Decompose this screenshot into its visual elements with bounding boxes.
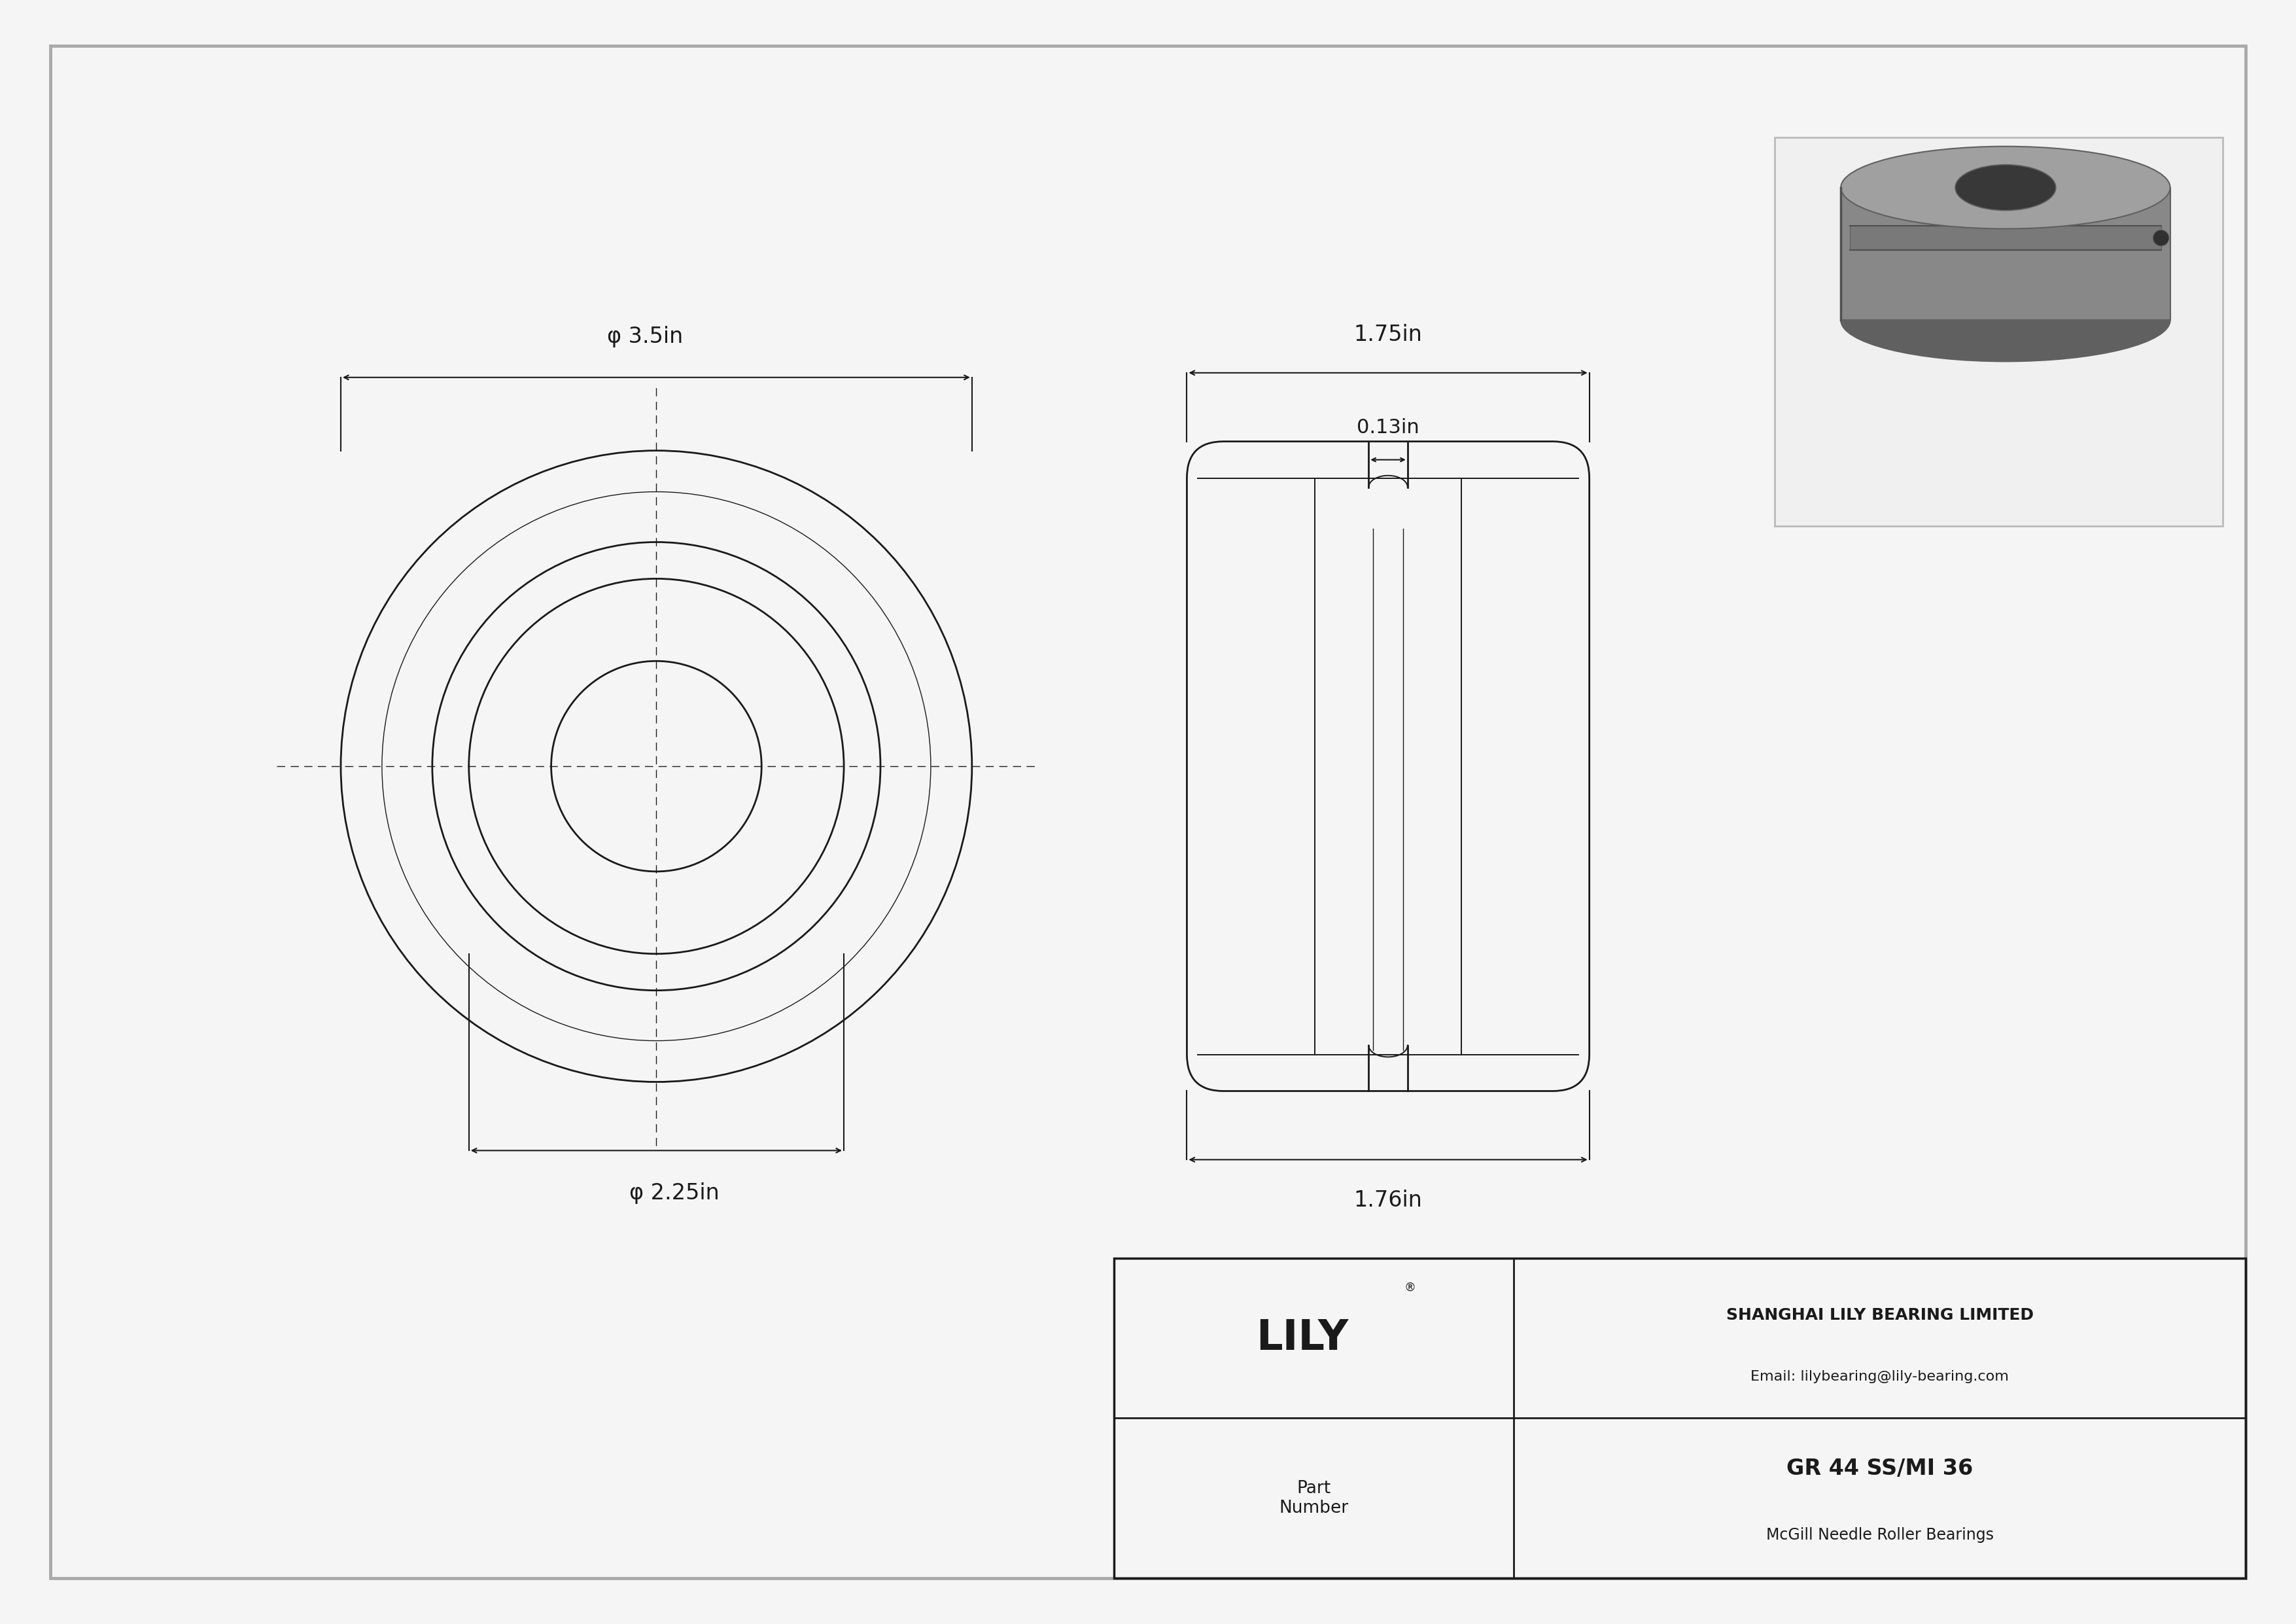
Ellipse shape (1956, 164, 2055, 211)
Ellipse shape (1841, 279, 2170, 362)
Ellipse shape (1841, 146, 2170, 229)
Bar (1114, 1259, 2245, 1579)
Text: GR 44 SS/MI 36: GR 44 SS/MI 36 (1786, 1458, 1972, 1479)
Polygon shape (1851, 226, 2161, 250)
Text: ®: ® (1403, 1281, 1417, 1294)
Text: φ 3.5in: φ 3.5in (606, 326, 682, 348)
Text: 0.13in: 0.13in (1357, 417, 1419, 437)
Text: McGill Needle Roller Bearings: McGill Needle Roller Bearings (1766, 1527, 1993, 1543)
Text: 1.76in: 1.76in (1355, 1189, 1424, 1212)
Text: SHANGHAI LILY BEARING LIMITED: SHANGHAI LILY BEARING LIMITED (1727, 1307, 2034, 1324)
Text: Email: lilybearing@lily-bearing.com: Email: lilybearing@lily-bearing.com (1750, 1371, 2009, 1384)
Circle shape (2154, 231, 2170, 245)
Bar (1775, 138, 2223, 526)
Text: LILY: LILY (1256, 1317, 1348, 1358)
Text: φ 2.25in: φ 2.25in (629, 1182, 719, 1203)
Text: Part
Number: Part Number (1279, 1479, 1348, 1517)
Text: 1.75in: 1.75in (1355, 323, 1424, 346)
Polygon shape (1841, 187, 2170, 320)
